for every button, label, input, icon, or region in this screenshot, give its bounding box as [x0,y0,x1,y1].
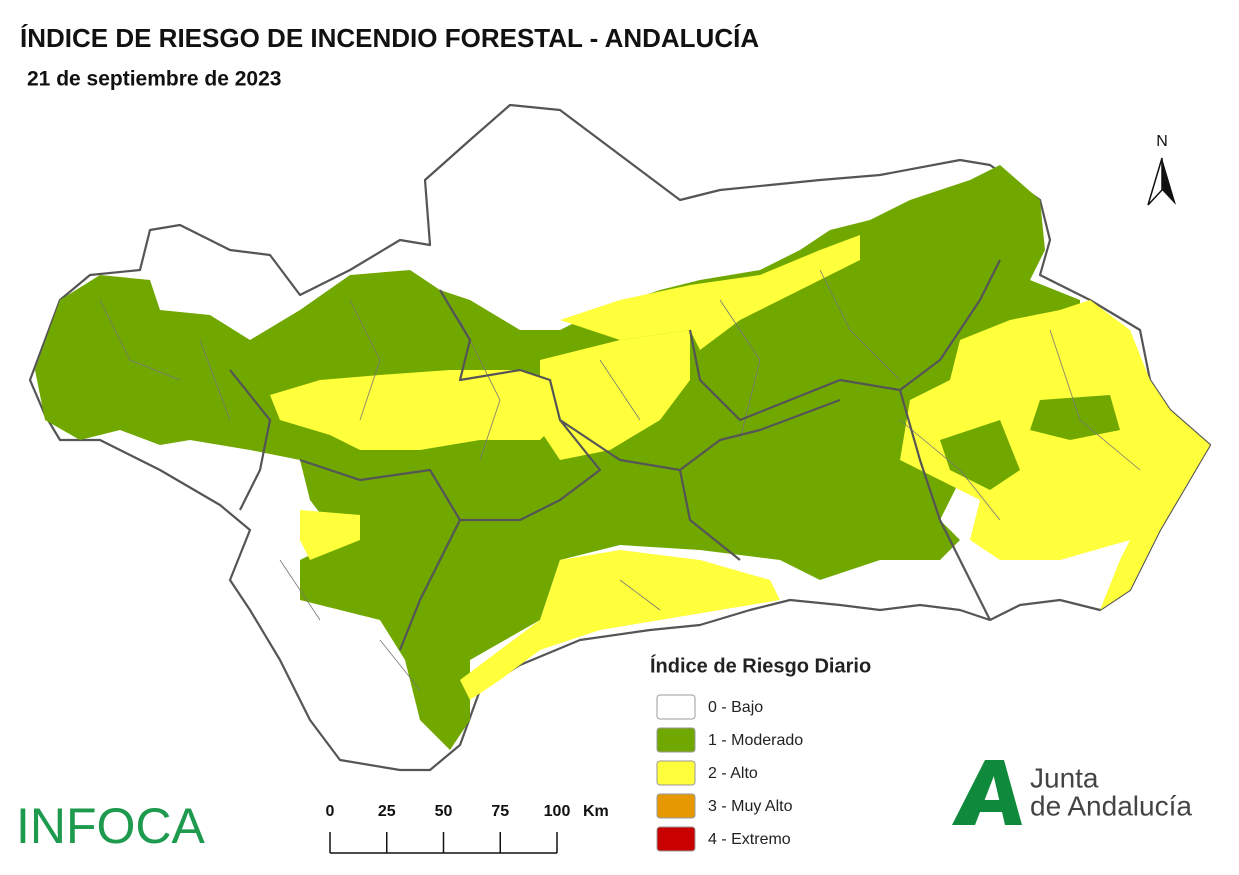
legend-label: 1 - Moderado [708,732,803,749]
junta-line-2: de Andalucía [1030,790,1192,821]
region-high [460,550,780,700]
legend-label: 0 - Bajo [708,699,763,716]
region-high [270,370,560,450]
legend: 0 - Bajo 1 - Moderado 2 - Alto 3 - Muy Alto… [656,694,803,852]
region-moderate [35,165,1080,750]
scale-unit: Km [583,803,609,820]
north-label: N [1156,133,1168,150]
municipal-boundaries [99,269,1141,691]
junta-logo: Junta de Andalucía [952,760,1192,825]
legend-swatch [656,826,696,852]
region-moderate [1030,395,1120,440]
north-arrow: N [1147,133,1176,206]
legend-swatch [656,760,696,786]
region-moderate [940,420,1020,490]
legend-swatch [656,694,696,720]
junta-line-1: Junta [1030,762,1099,793]
date: 21 de septiembre de 2023 [27,68,281,91]
scale-bar: 0 25 50 75 100 Km [326,803,609,854]
legend-label: 2 - Alto [708,765,758,782]
region-high [300,510,360,560]
region-high [540,330,690,460]
infoca-logo: INFOCA [16,798,206,854]
scale-label: 75 [491,803,509,820]
map [28,103,1212,772]
scale-label: 50 [435,803,453,820]
legend-label: 3 - Muy Alto [708,798,793,815]
legend-swatch [656,727,696,753]
legend-swatch [656,793,696,819]
scale-label: 0 [326,803,335,820]
scale-label: 25 [378,803,396,820]
logo-mark [964,800,1012,812]
legend-label: 4 - Extremo [708,831,791,848]
logo-mark [990,760,1022,825]
logo-mark [952,760,1000,825]
region-high [560,235,860,350]
scale-label: 100 [544,803,571,820]
north-arrow-right [1162,158,1176,205]
title: ÍNDICE DE RIESGO DE INCENDIO FORESTAL - … [20,23,759,53]
region-high [900,300,1210,610]
province-boundaries [229,259,1001,651]
legend-title: Índice de Riesgo Diario [650,654,871,677]
